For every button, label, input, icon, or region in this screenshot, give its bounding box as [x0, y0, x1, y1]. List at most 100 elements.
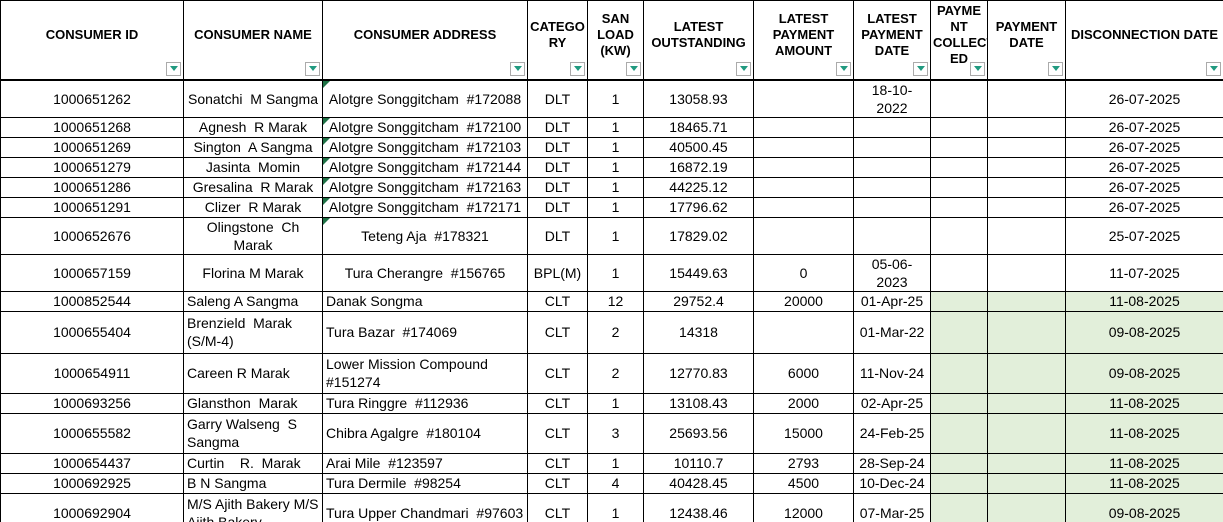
cell-payment-collected[interactable]: [930, 116, 988, 138]
cell-consumer-address[interactable]: Alotgre Songgitcham #172088: [322, 79, 528, 118]
cell-disconnection-date[interactable]: 11-08-2025: [1065, 412, 1223, 454]
cell-consumer-address[interactable]: Tura Ringgre #112936: [322, 392, 528, 414]
cell-disconnection-date[interactable]: 26-07-2025: [1065, 196, 1223, 218]
cell-disconnection-date[interactable]: 26-07-2025: [1065, 176, 1223, 198]
cell-category[interactable]: CLT: [527, 492, 588, 522]
cell-latest-payment-amount[interactable]: [753, 216, 854, 255]
cell-category[interactable]: CLT: [527, 452, 588, 474]
cell-consumer-name[interactable]: Saleng A Sangma: [183, 290, 323, 312]
cell-payment-date[interactable]: [987, 392, 1066, 414]
cell-payment-collected[interactable]: [930, 176, 988, 198]
cell-payment-collected[interactable]: [930, 472, 988, 494]
column-header-consumer-id[interactable]: CONSUMER ID: [0, 0, 184, 81]
cell-category[interactable]: DLT: [527, 156, 588, 178]
cell-category[interactable]: CLT: [527, 290, 588, 312]
column-header-consumer-address[interactable]: CONSUMER ADDRESS: [322, 0, 528, 81]
cell-consumer-address[interactable]: Chibra Agalgre #180104: [322, 412, 528, 454]
cell-latest-payment-date[interactable]: [853, 196, 931, 218]
cell-consumer-id[interactable]: 1000652676: [0, 216, 184, 255]
cell-category[interactable]: DLT: [527, 136, 588, 158]
cell-consumer-name[interactable]: Jasinta Momin: [183, 156, 323, 178]
cell-latest-payment-date[interactable]: [853, 136, 931, 158]
cell-latest-outstanding[interactable]: 10110.7: [643, 452, 754, 474]
cell-san-load[interactable]: 1: [587, 156, 644, 178]
column-header-category[interactable]: CATEGO RY: [527, 0, 588, 81]
cell-disconnection-date[interactable]: 11-08-2025: [1065, 452, 1223, 474]
cell-payment-date[interactable]: [987, 412, 1066, 454]
cell-latest-outstanding[interactable]: 13058.93: [643, 79, 754, 118]
cell-payment-collected[interactable]: [930, 310, 988, 354]
cell-payment-collected[interactable]: [930, 412, 988, 454]
cell-consumer-id[interactable]: 1000692925: [0, 472, 184, 494]
cell-consumer-address[interactable]: Tura Cherangre #156765: [322, 253, 528, 292]
cell-disconnection-date[interactable]: 11-07-2025: [1065, 253, 1223, 292]
cell-consumer-name[interactable]: Garry Walseng S Sangma: [183, 412, 323, 454]
cell-payment-date[interactable]: [987, 156, 1066, 178]
cell-consumer-name[interactable]: Gresalina R Marak: [183, 176, 323, 198]
cell-consumer-name[interactable]: Curtin R. Marak: [183, 452, 323, 474]
cell-consumer-name[interactable]: Sington A Sangma: [183, 136, 323, 158]
cell-payment-collected[interactable]: [930, 136, 988, 158]
filter-dropdown-button[interactable]: [736, 61, 751, 76]
cell-consumer-id[interactable]: 1000655582: [0, 412, 184, 454]
cell-disconnection-date[interactable]: 09-08-2025: [1065, 492, 1223, 522]
column-header-latest-outstanding[interactable]: LATEST OUTSTANDING: [643, 0, 754, 81]
cell-consumer-address[interactable]: Alotgre Songgitcham #172100: [322, 116, 528, 138]
cell-consumer-address[interactable]: Alotgre Songgitcham #172163: [322, 176, 528, 198]
cell-latest-outstanding[interactable]: 17829.02: [643, 216, 754, 255]
cell-consumer-name[interactable]: M/S Ajith Bakery M/S Ajith Bakery: [183, 492, 323, 522]
cell-consumer-id[interactable]: 1000852544: [0, 290, 184, 312]
cell-payment-date[interactable]: [987, 136, 1066, 158]
cell-consumer-address[interactable]: Danak Songma: [322, 290, 528, 312]
cell-payment-date[interactable]: [987, 253, 1066, 292]
cell-payment-date[interactable]: [987, 79, 1066, 118]
cell-consumer-id[interactable]: 1000651269: [0, 136, 184, 158]
cell-consumer-id[interactable]: 1000651286: [0, 176, 184, 198]
cell-payment-date[interactable]: [987, 352, 1066, 394]
cell-category[interactable]: DLT: [527, 79, 588, 118]
filter-dropdown-button[interactable]: [970, 61, 985, 76]
cell-latest-payment-amount[interactable]: [753, 176, 854, 198]
cell-san-load[interactable]: 1: [587, 196, 644, 218]
cell-disconnection-date[interactable]: 26-07-2025: [1065, 136, 1223, 158]
cell-latest-payment-date[interactable]: [853, 156, 931, 178]
cell-consumer-id[interactable]: 1000651279: [0, 156, 184, 178]
cell-latest-outstanding[interactable]: 17796.62: [643, 196, 754, 218]
cell-latest-outstanding[interactable]: 13108.43: [643, 392, 754, 414]
filter-dropdown-button[interactable]: [305, 61, 320, 76]
cell-san-load[interactable]: 1: [587, 79, 644, 118]
cell-consumer-address[interactable]: Tura Bazar #174069: [322, 310, 528, 354]
cell-latest-payment-amount[interactable]: 4500: [753, 472, 854, 494]
cell-consumer-address[interactable]: Teteng Aja #178321: [322, 216, 528, 255]
cell-san-load[interactable]: 1: [587, 253, 644, 292]
cell-latest-outstanding[interactable]: 44225.12: [643, 176, 754, 198]
cell-consumer-id[interactable]: 1000651268: [0, 116, 184, 138]
cell-payment-collected[interactable]: [930, 156, 988, 178]
cell-latest-payment-amount[interactable]: [753, 136, 854, 158]
filter-dropdown-button[interactable]: [626, 61, 641, 76]
cell-latest-payment-amount[interactable]: 20000: [753, 290, 854, 312]
cell-consumer-address[interactable]: Tura Dermile #98254: [322, 472, 528, 494]
cell-latest-payment-amount[interactable]: 6000: [753, 352, 854, 394]
cell-payment-date[interactable]: [987, 176, 1066, 198]
cell-latest-outstanding[interactable]: 15449.63: [643, 253, 754, 292]
cell-latest-payment-amount[interactable]: 2000: [753, 392, 854, 414]
cell-san-load[interactable]: 2: [587, 310, 644, 354]
cell-category[interactable]: CLT: [527, 310, 588, 354]
cell-consumer-id[interactable]: 1000651262: [0, 79, 184, 118]
cell-consumer-name[interactable]: Glansthon Marak: [183, 392, 323, 414]
cell-consumer-name[interactable]: Careen R Marak: [183, 352, 323, 394]
cell-category[interactable]: CLT: [527, 392, 588, 414]
cell-consumer-name[interactable]: Olingstone Ch Marak: [183, 216, 323, 255]
cell-latest-payment-date[interactable]: 24-Feb-25: [853, 412, 931, 454]
cell-disconnection-date[interactable]: 26-07-2025: [1065, 156, 1223, 178]
cell-disconnection-date[interactable]: 11-08-2025: [1065, 290, 1223, 312]
cell-category[interactable]: DLT: [527, 176, 588, 198]
cell-payment-collected[interactable]: [930, 452, 988, 474]
filter-dropdown-button[interactable]: [836, 61, 851, 76]
cell-latest-payment-date[interactable]: 07-Mar-25: [853, 492, 931, 522]
cell-payment-collected[interactable]: [930, 216, 988, 255]
cell-san-load[interactable]: 12: [587, 290, 644, 312]
column-header-payment-collected[interactable]: PAYME NT COLLECT ED: [930, 0, 988, 81]
cell-latest-payment-amount[interactable]: 2793: [753, 452, 854, 474]
